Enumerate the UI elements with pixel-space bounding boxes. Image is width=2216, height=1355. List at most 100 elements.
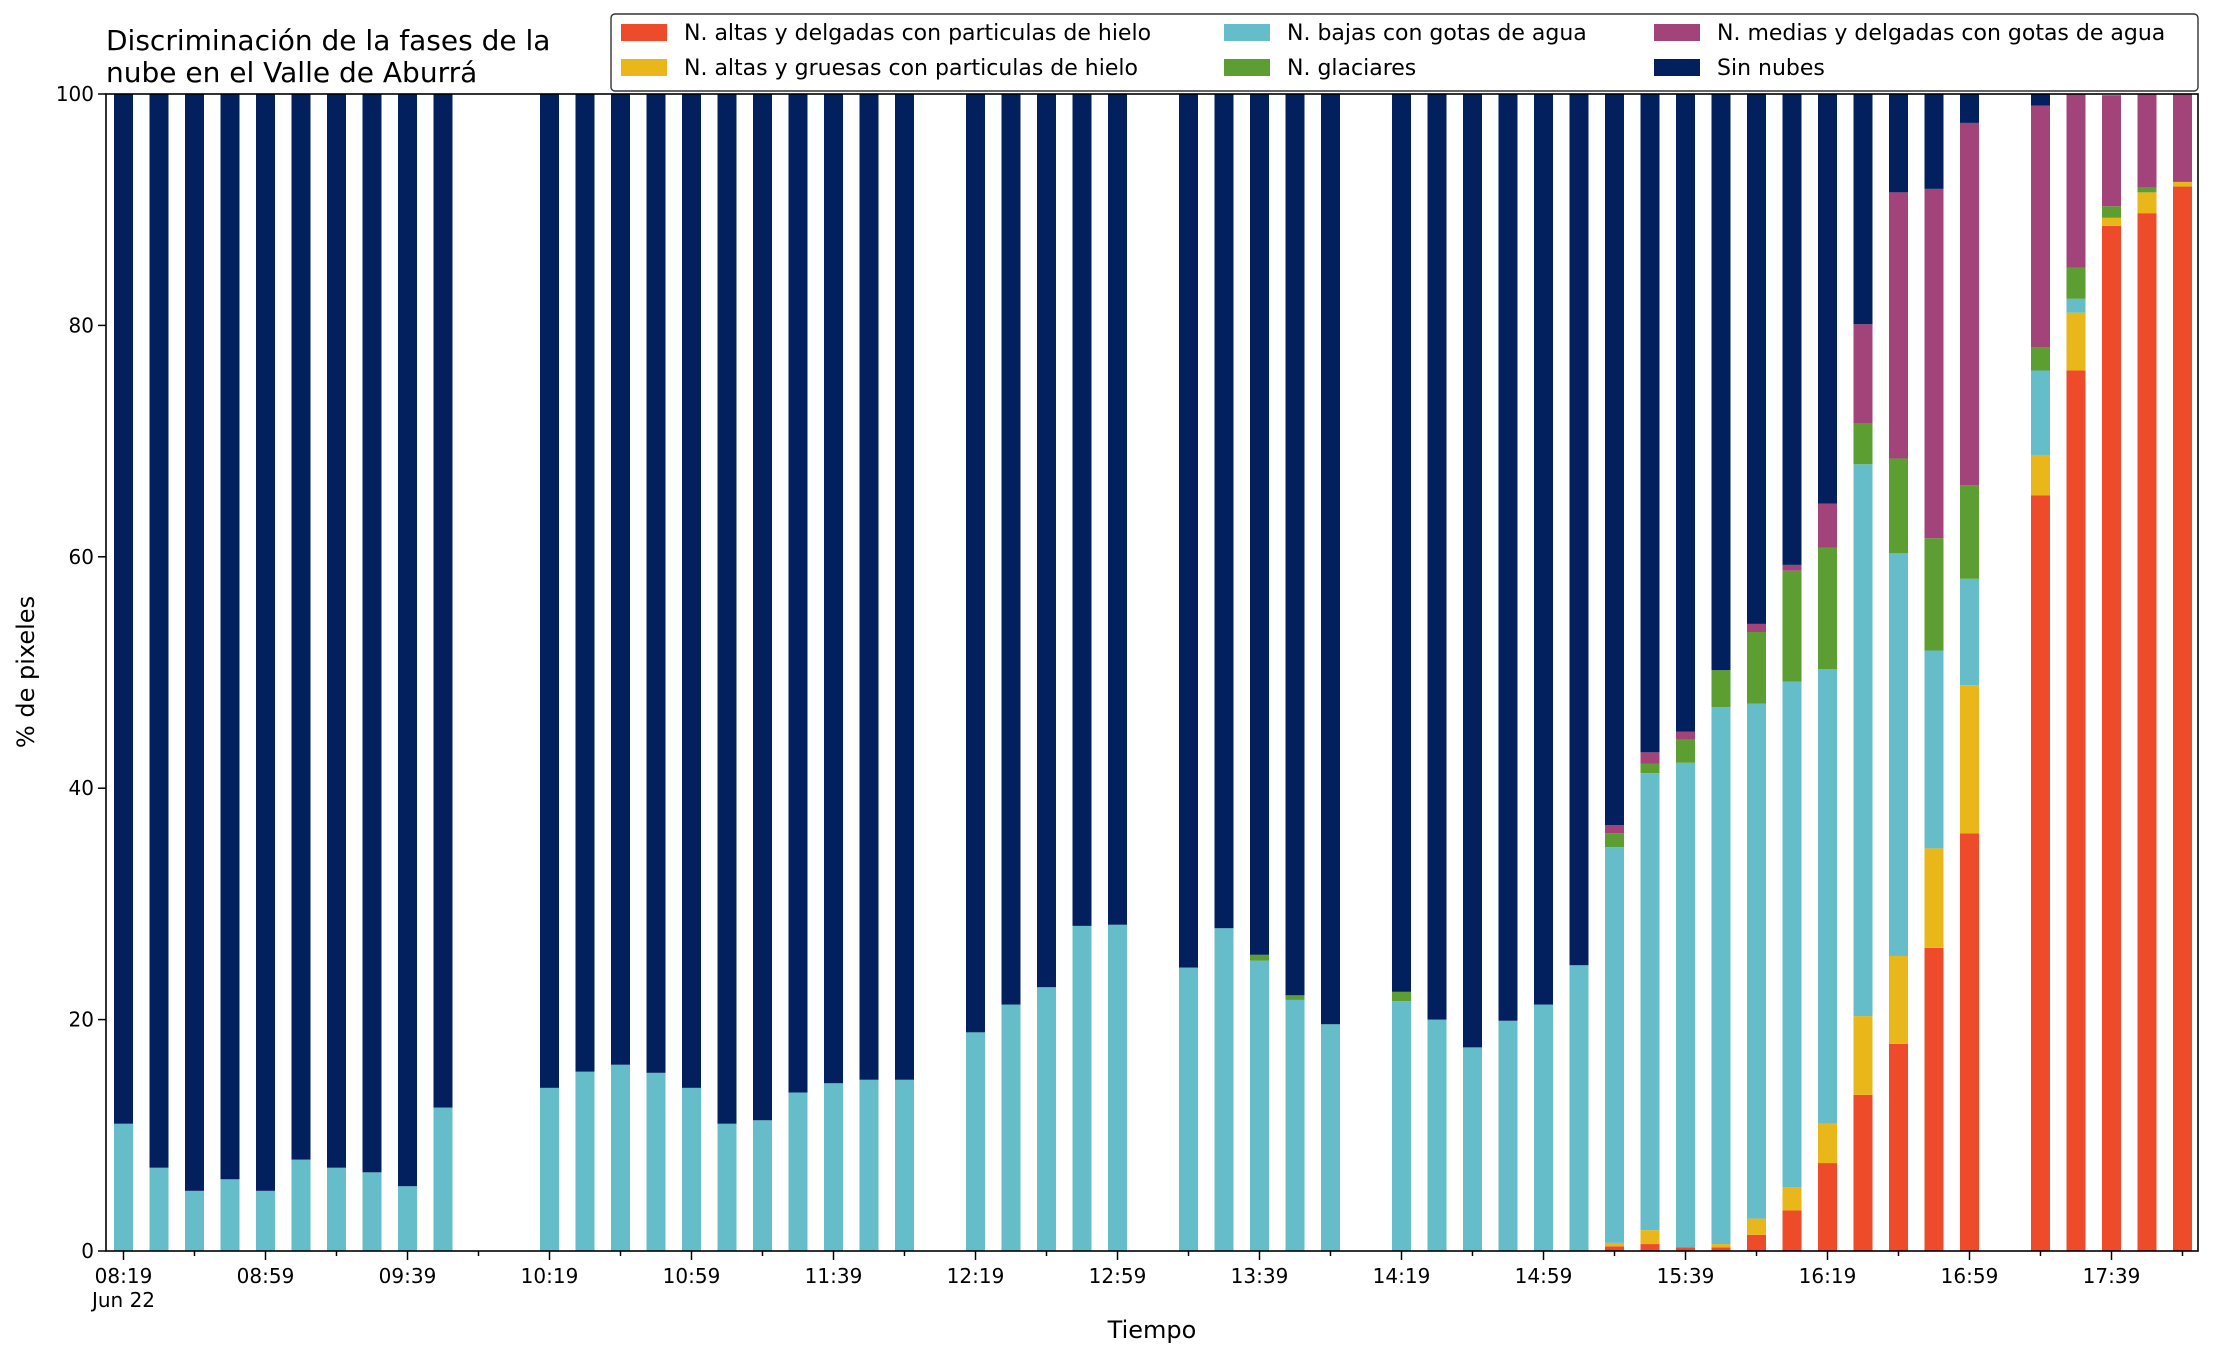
legend-item: N. altas y delgadas con particulas de hi… [621,21,1151,46]
bar-segment [611,1064,630,1251]
x-tick-label: 14:59 [1515,1264,1573,1288]
bar-segment [1676,739,1695,763]
bar-segment [1853,94,1873,325]
y-tick-label: 60 [69,545,94,569]
bar-segment [611,94,630,1065]
bar-segment [1214,928,1234,1251]
bar-segment [291,1159,311,1251]
bar-segment [1498,94,1518,1021]
chart-title: Discriminación de la fases de la nube en… [106,24,550,89]
bar-segment [327,1167,346,1251]
x-tick-label: 09:39 [379,1264,437,1288]
y-axis: 0 20 40 60 80 100 [56,82,106,1263]
bar-segment [895,94,914,1080]
bar-segment [2102,95,2121,207]
bar-segment [1711,1244,1731,1248]
bar-segment [1427,94,1447,1020]
bar-segment [788,1092,808,1251]
bar-segment [1463,94,1482,1048]
bar-segment [2173,186,2192,1251]
bar-segment [682,94,701,1088]
x-tick-label: 08:19 [95,1264,153,1288]
bar-segment [1889,458,1908,554]
bar-segment [1889,94,1908,193]
legend-label: Sin nubes [1717,56,1825,81]
bar-segment [1924,848,1944,948]
bar-segment [1747,703,1766,1219]
bar-segment [1640,94,1660,753]
bar-segment [2066,94,2086,268]
bar-segment [646,94,666,1073]
chart-title-line-1: Discriminación de la fases de la [106,24,550,57]
bar-segment [1605,94,1624,826]
bar-segment [1782,94,1802,565]
bar-segment [1676,731,1695,740]
bar-segment [1605,1242,1624,1247]
bar-segment [1037,94,1056,988]
bars-layer [114,94,2192,1252]
bar-segment [1711,670,1731,708]
x-axis-label: Tiempo [1107,1316,1197,1344]
bar-segment [2031,105,2050,348]
x-tick-label: 14:19 [1373,1264,1431,1288]
legend-swatch [1654,24,1700,41]
bar-segment [1250,960,1269,1251]
bar-segment [1640,1230,1660,1245]
bar-segment [1640,763,1660,774]
bar-segment [1818,503,1837,548]
y-tick-label: 20 [69,1008,94,1032]
legend-label: N. bajas con gotas de agua [1287,21,1587,46]
bar-segment [149,94,169,1168]
bar-segment [291,94,311,1160]
bar-segment [256,1190,275,1251]
bar-segment [1889,1043,1908,1251]
x-tick-label: 17:39 [2083,1264,2141,1288]
legend-item: N. glaciares [1224,56,1416,81]
bar-segment [1250,94,1269,955]
bar-segment [717,94,737,1124]
legend-swatch [621,24,667,41]
x-axis: 08:19 08:59 09:39 10:19 10:59 11:39 12:19 12:59… [90,1251,2184,1312]
bar-segment [1889,955,1908,1044]
bar-segment [1534,94,1553,1005]
bar-segment [2173,94,2192,182]
bar-segment [1711,707,1731,1245]
y-tick-label: 40 [69,776,94,800]
legend-label: N. altas y gruesas con particulas de hie… [684,56,1138,81]
bar-segment [859,94,879,1080]
bar-segment [1924,538,1944,651]
bar-segment [149,1167,169,1251]
bar-segment [2137,187,2157,193]
bar-segment [185,94,204,1191]
bar-segment [575,1071,595,1251]
bar-segment [1818,547,1837,670]
bar-segment [1569,94,1589,966]
bar-segment [2066,370,2086,1251]
x-tick-label: 10:19 [521,1264,579,1288]
bar-segment [1782,1210,1802,1251]
legend: N. altas y delgadas con particulas de hi… [610,13,2199,92]
legend-label: N. glaciares [1287,56,1416,81]
bar-segment [2031,94,2050,106]
bar-segment [362,94,382,1173]
bar-segment [1782,1187,1802,1211]
bar-segment [1960,578,1979,686]
bar-segment [1960,94,1979,123]
bar-segment [1818,1163,1837,1251]
legend-item: N. bajas con gotas de agua [1224,21,1587,46]
bar-segment [824,94,843,1084]
legend-swatch [1654,59,1700,76]
legend-swatch [621,59,667,76]
bar-segment [1676,1247,1695,1251]
bar-segment [1711,94,1731,671]
bar-segment [1711,1247,1731,1251]
bar-segment [1321,1024,1340,1251]
bar-segment [1960,685,1979,834]
bar-segment [433,1107,453,1251]
bar-segment [2137,192,2157,214]
bar-segment [362,1172,382,1251]
x-tick-label: 16:59 [1941,1264,1999,1288]
legend-swatch [1224,24,1270,41]
x-tick-label: 12:19 [947,1264,1005,1288]
bar-segment [1853,1094,1873,1251]
